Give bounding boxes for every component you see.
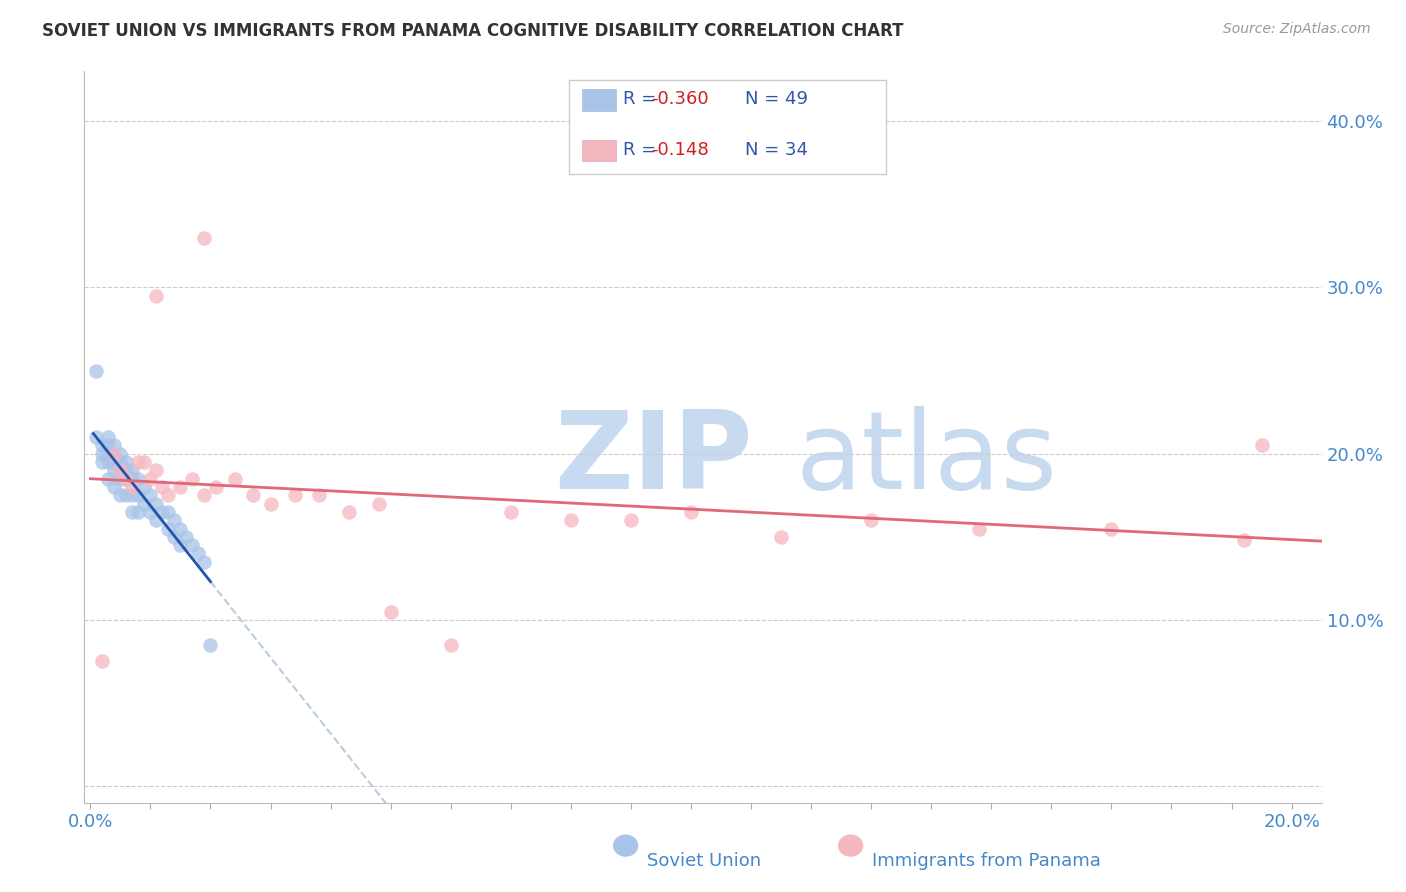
Text: N = 34: N = 34 [745, 141, 808, 159]
Point [380, 605, 402, 619]
Point [205, 480, 228, 494]
Point [1099, 521, 1122, 535]
Point [337, 505, 360, 519]
Point [193, 230, 215, 244]
Point [860, 513, 883, 527]
Text: atlas: atlas [796, 406, 1057, 512]
Point [91, 455, 114, 469]
Point [86, 430, 108, 444]
Point [91, 447, 114, 461]
Point [187, 546, 209, 560]
Point [139, 488, 162, 502]
Text: -0.148: -0.148 [651, 141, 709, 159]
Point [367, 497, 389, 511]
Text: SOVIET UNION VS IMMIGRANTS FROM PANAMA COGNITIVE DISABILITY CORRELATION CHART: SOVIET UNION VS IMMIGRANTS FROM PANAMA C… [42, 22, 904, 40]
Point [770, 530, 793, 544]
Point [91, 655, 114, 669]
Point [97, 455, 120, 469]
Point [134, 455, 156, 469]
Point [103, 447, 125, 461]
Point [969, 521, 991, 535]
Point [145, 513, 167, 527]
Text: R =: R = [623, 90, 662, 108]
Text: R =: R = [623, 141, 662, 159]
Text: Soviet Union: Soviet Union [647, 852, 761, 870]
Point [193, 488, 215, 502]
Point [169, 538, 191, 552]
Point [86, 363, 108, 377]
Point [127, 455, 149, 469]
Point [115, 472, 138, 486]
Point [560, 513, 582, 527]
Point [97, 447, 120, 461]
Point [121, 463, 143, 477]
Point [115, 463, 138, 477]
Point [110, 447, 132, 461]
Point [157, 488, 180, 502]
Point [110, 463, 132, 477]
Point [679, 505, 702, 519]
Point [620, 513, 643, 527]
Point [91, 438, 114, 452]
Point [200, 638, 222, 652]
Point [103, 455, 125, 469]
Point [110, 455, 132, 469]
Point [308, 488, 330, 502]
Point [115, 472, 138, 486]
Text: -0.360: -0.360 [651, 90, 709, 108]
Text: Source: ZipAtlas.com: Source: ZipAtlas.com [1223, 22, 1371, 37]
Point [121, 488, 143, 502]
Text: N = 49: N = 49 [745, 90, 808, 108]
Point [152, 505, 174, 519]
Point [115, 455, 138, 469]
Point [145, 463, 167, 477]
Point [145, 497, 167, 511]
Text: Immigrants from Panama: Immigrants from Panama [872, 852, 1101, 870]
Point [1250, 438, 1272, 452]
Point [97, 438, 120, 452]
Point [103, 480, 125, 494]
Point [139, 472, 162, 486]
Point [1232, 533, 1254, 548]
Point [176, 530, 198, 544]
Point [110, 463, 132, 477]
Point [284, 488, 307, 502]
Point [157, 505, 180, 519]
Point [115, 488, 138, 502]
Point [121, 480, 143, 494]
Point [121, 472, 143, 486]
Point [139, 505, 162, 519]
Point [97, 430, 120, 444]
Point [169, 480, 191, 494]
Point [127, 505, 149, 519]
Point [157, 521, 180, 535]
Point [121, 505, 143, 519]
Point [181, 472, 204, 486]
Point [242, 488, 264, 502]
Point [169, 521, 191, 535]
Point [134, 497, 156, 511]
Text: ZIP: ZIP [554, 406, 754, 512]
Point [163, 530, 186, 544]
Point [145, 289, 167, 303]
Point [163, 513, 186, 527]
Point [97, 472, 120, 486]
Point [110, 488, 132, 502]
Point [103, 463, 125, 477]
Point [127, 472, 149, 486]
Point [110, 472, 132, 486]
Point [224, 472, 246, 486]
Point [103, 438, 125, 452]
Point [259, 497, 281, 511]
Point [181, 538, 204, 552]
Point [152, 480, 174, 494]
Point [440, 638, 463, 652]
Point [193, 555, 215, 569]
Point [127, 488, 149, 502]
Point [103, 447, 125, 461]
Point [499, 505, 522, 519]
Point [134, 480, 156, 494]
